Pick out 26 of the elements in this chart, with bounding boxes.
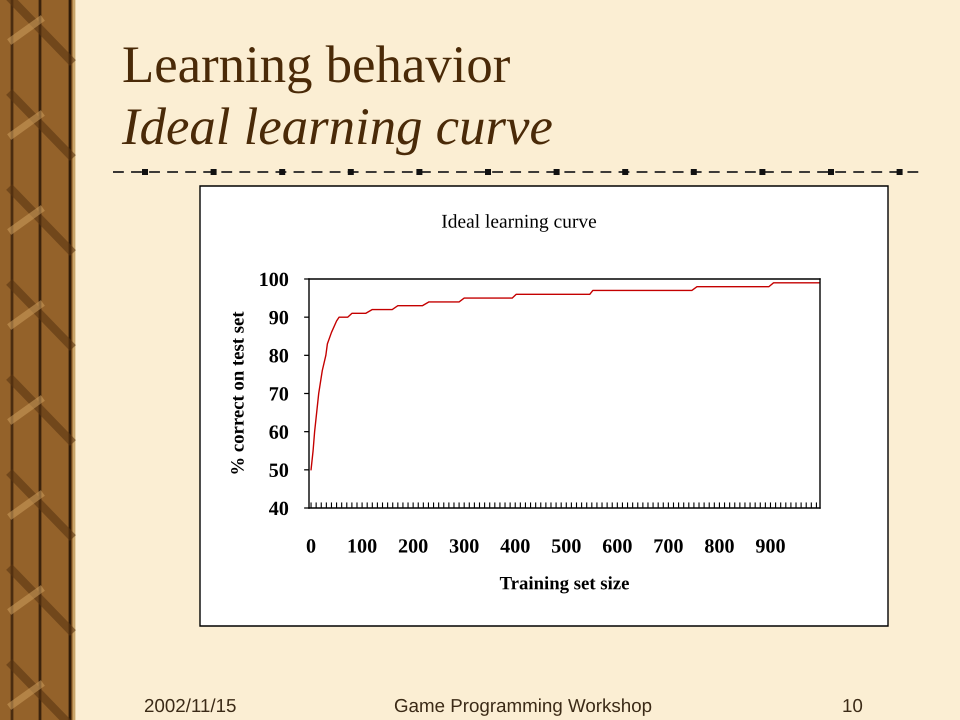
y-tick-label: 70 xyxy=(270,387,288,401)
y-tick-label: 90 xyxy=(269,310,288,324)
text: Game Programming Workshop xyxy=(394,698,652,716)
x-tick-label: 200 xyxy=(398,539,428,553)
text: 10 xyxy=(843,698,862,712)
y-tick-label: 60 xyxy=(269,425,288,439)
x-tick-label: 700 xyxy=(654,539,683,553)
line-series xyxy=(310,282,820,471)
x-tick-label: 300 xyxy=(450,539,479,553)
text: Learning behavior xyxy=(124,45,510,94)
y-tick-label: 40 xyxy=(269,502,288,516)
x-tick-label: 900 xyxy=(756,539,785,553)
text: 2002/11/15 xyxy=(144,698,236,712)
text: Ideal learning curve xyxy=(122,107,552,156)
x-tick-label: 600 xyxy=(602,539,632,553)
x-tick-label: 800 xyxy=(705,539,734,553)
y-tick-label: 100 xyxy=(260,272,288,286)
x-tick-label: 0 xyxy=(306,539,316,553)
x-tick-label: 400 xyxy=(500,539,530,553)
chart-title: Ideal learning curve xyxy=(442,214,596,232)
y-axis-title: % correct on test set xyxy=(231,312,244,474)
x-tick-label: 100 xyxy=(348,539,376,553)
y-tick-label: 80 xyxy=(269,348,288,363)
y-tick-label: 50 xyxy=(270,463,288,478)
x-tick-label: 500 xyxy=(552,539,581,553)
x-axis-title: Training set size xyxy=(500,576,629,594)
